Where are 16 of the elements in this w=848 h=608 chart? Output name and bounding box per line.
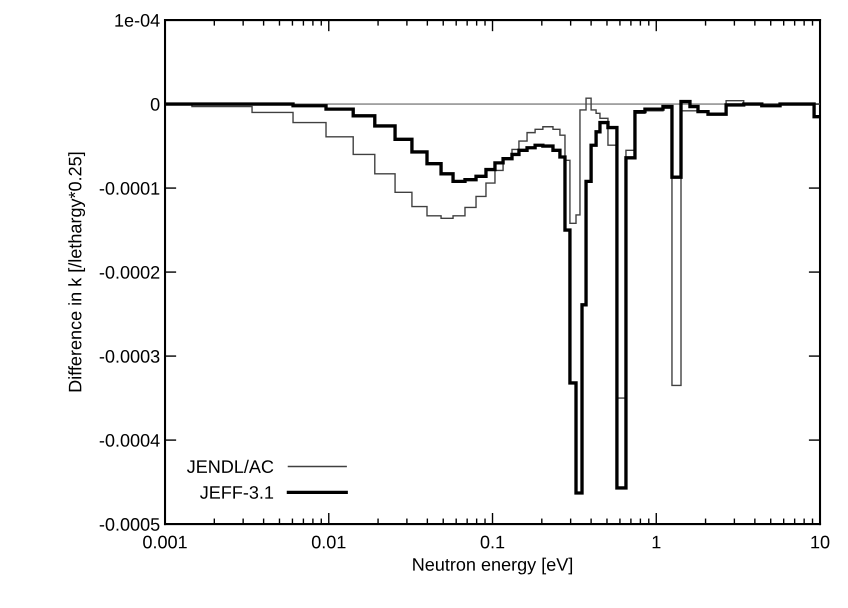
- legend-label: JENDL/AC: [186, 460, 274, 473]
- y-tick-label: -0.0004: [100, 434, 160, 447]
- y-tick-label: -0.0002: [100, 266, 160, 279]
- y-tick-label: 1e-04: [115, 14, 160, 27]
- y-axis-title: Difference in k [/lethargy*0.25]: [68, 152, 86, 392]
- x-tick-label: 10: [811, 536, 830, 548]
- x-axis-title: Neutron energy [eV]: [413, 558, 572, 574]
- x-tick-label: 0.1: [480, 536, 504, 548]
- x-tick-label: 0.01: [312, 536, 346, 548]
- legend-label: JEFF-3.1: [200, 486, 274, 499]
- y-tick-label: -0.0003: [100, 350, 160, 363]
- y-tick-label: -0.0005: [100, 518, 160, 531]
- y-tick-label: -0.0001: [100, 182, 160, 195]
- x-tick-label: 1: [652, 536, 660, 548]
- x-tick-label: 0.001: [143, 536, 187, 548]
- y-tick-label: 0: [150, 98, 160, 111]
